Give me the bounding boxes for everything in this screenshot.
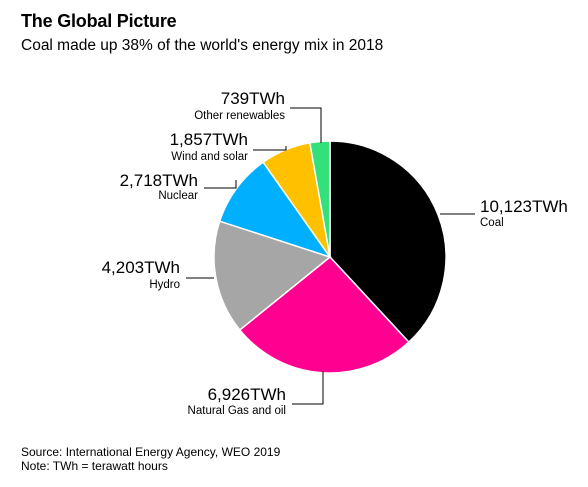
slice-label-wind-and-solar: Wind and solar [171, 151, 248, 163]
pie-slice-nuclear [218, 161, 332, 259]
leader-line-other-renewables [290, 107, 322, 143]
value-label-hydro: 4,203TWh [102, 258, 180, 277]
slice-label-natural-gas-and-oil: Natural Gas and oil [188, 405, 286, 417]
leader-line-nuclear [204, 180, 237, 189]
slice-label-nuclear: Nuclear [158, 190, 198, 202]
source-note: Source: International Energy Agency, WEO… [21, 445, 281, 459]
value-label-nuclear: 2,718TWh [120, 171, 198, 190]
value-label-wind-and-solar: 1,857TWh [170, 130, 248, 149]
leader-line-natural-gas-and-oil [292, 371, 324, 405]
value-label-coal: 10,123TWh [480, 197, 568, 216]
chart-subtitle: Coal made up 38% of the world's energy m… [21, 37, 384, 54]
pie-slice-coal [329, 140, 447, 344]
slice-label-other-renewables: Other renewables [194, 110, 285, 122]
chart-title: The Global Picture [21, 11, 177, 31]
slice-label-coal: Coal [480, 217, 504, 229]
value-label-other-renewables: 739TWh [221, 89, 285, 108]
pie-slice-natural-gas-and-oil [238, 255, 410, 374]
pie-slice-other-renewables [308, 140, 331, 258]
unit-note: Note: TWh = terawatt hours [21, 459, 168, 473]
slice-label-hydro: Hydro [149, 279, 180, 291]
chart-footer: Source: International Energy Agency, WEO… [21, 445, 280, 473]
value-label-natural-gas-and-oil: 6,926TWh [208, 385, 286, 404]
leader-line-wind-and-solar [253, 146, 287, 151]
